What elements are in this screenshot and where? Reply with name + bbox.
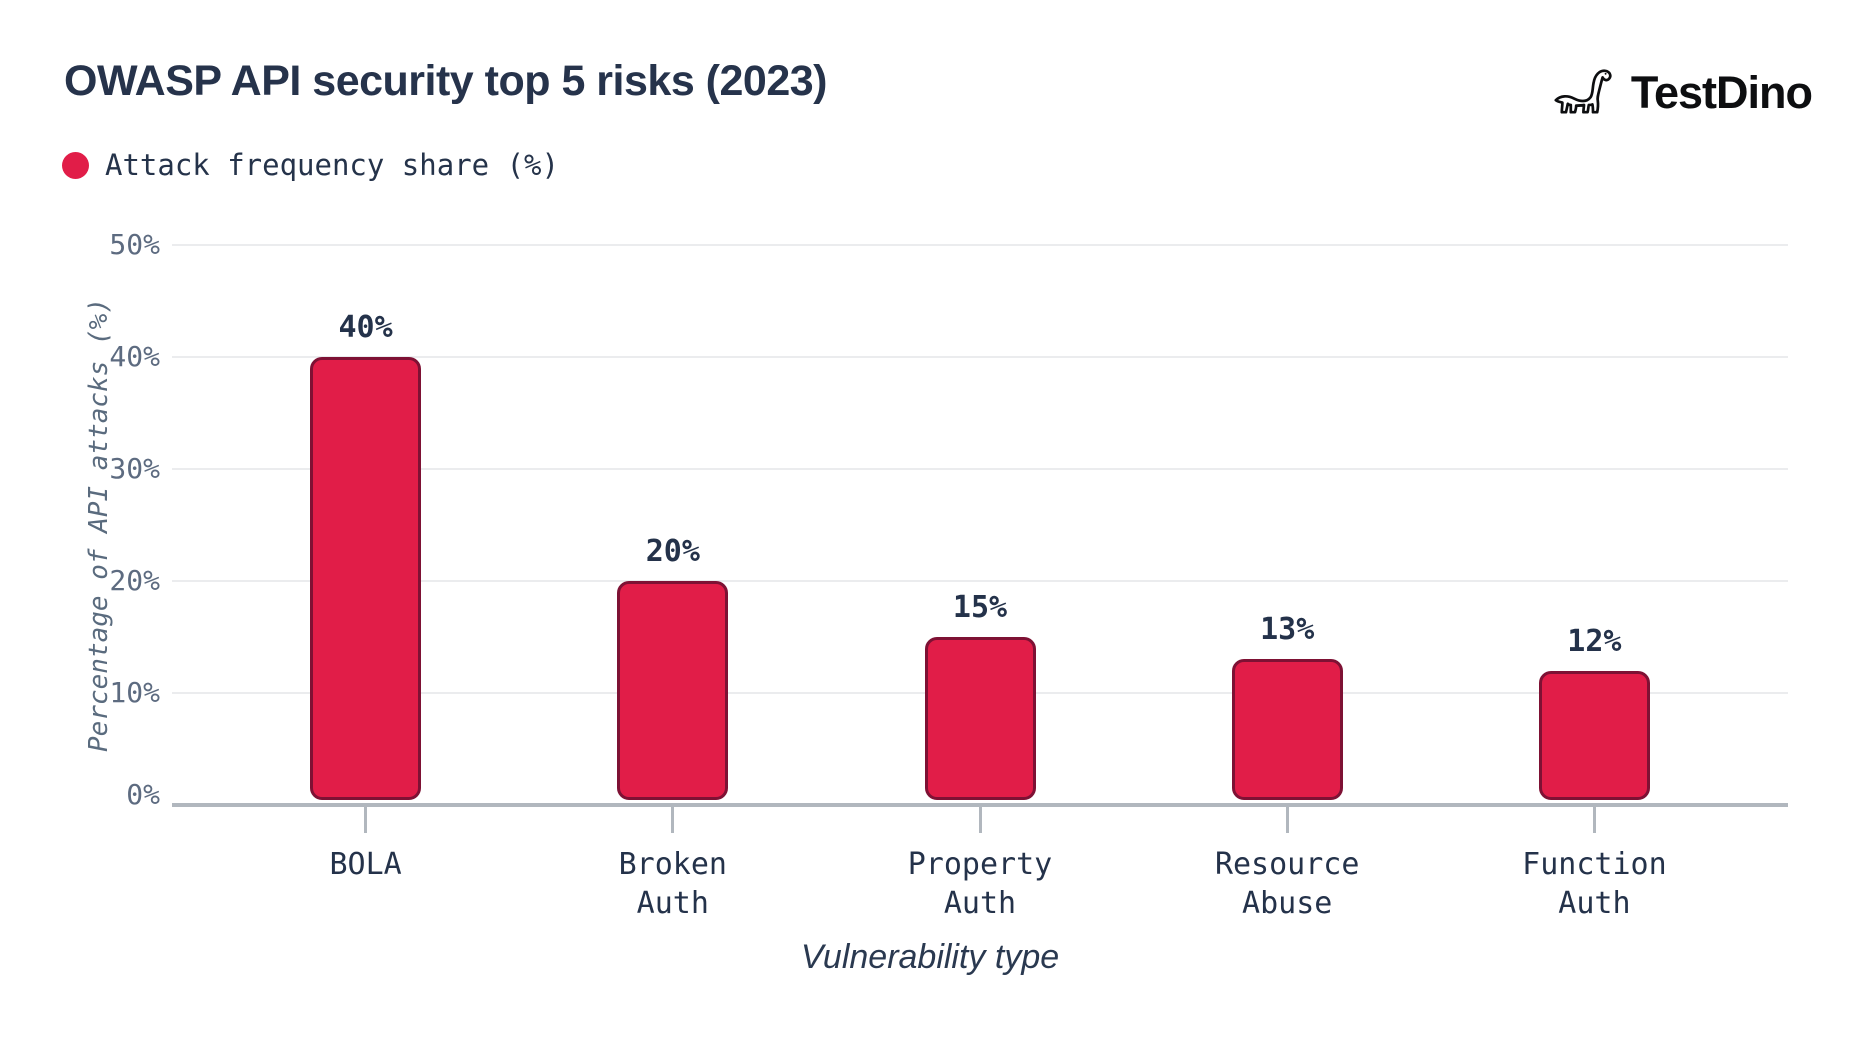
x-tick-mark [1285, 807, 1289, 833]
brand-logo: TestDino [1551, 55, 1813, 131]
bar-value-label: 15% [952, 590, 1008, 625]
legend-label: Attack frequency share (%) [105, 148, 559, 182]
dino-icon [1554, 69, 1612, 114]
brand-name: TestDino [1630, 67, 1813, 118]
bar[interactable] [617, 581, 729, 800]
bar-value-label: 40% [338, 310, 393, 345]
legend-marker [62, 151, 89, 179]
category-label: BOLA [329, 847, 402, 882]
bar-value-label: 20% [645, 534, 700, 569]
category-label: Property Auth [907, 847, 1053, 921]
y-tick-label: 20% [109, 564, 160, 597]
y-tick-label: 40% [109, 340, 160, 373]
x-tick-mark [978, 807, 982, 833]
y-tick-label: 10% [109, 676, 160, 709]
x-tick-mark [671, 807, 675, 833]
x-tick-mark [1592, 807, 1596, 833]
gridline [172, 468, 1788, 470]
gridline [172, 580, 1788, 582]
y-tick-label: 50% [109, 228, 160, 261]
y-tick-label: 0% [126, 778, 160, 811]
y-tick-label: 30% [109, 452, 160, 485]
gridline [172, 244, 1788, 246]
bar-value-label: 12% [1567, 623, 1622, 659]
bar[interactable] [1231, 659, 1343, 800]
category-label: Function Auth [1522, 847, 1667, 921]
bar[interactable] [1538, 670, 1650, 800]
x-axis-line [172, 803, 1788, 807]
page-title: OWASP API security top 5 risks (2023) [64, 57, 827, 105]
x-axis-title: Vulnerability type [800, 938, 1060, 976]
gridline [172, 356, 1788, 358]
category-label: Broken Auth [618, 847, 727, 921]
x-tick-mark [364, 807, 368, 833]
bar-value-label: 13% [1260, 612, 1315, 648]
category-label: Resource Abuse [1214, 847, 1360, 921]
bar[interactable] [924, 637, 1036, 800]
bar[interactable] [310, 357, 422, 800]
legend: Attack frequency share (%) [62, 148, 559, 182]
